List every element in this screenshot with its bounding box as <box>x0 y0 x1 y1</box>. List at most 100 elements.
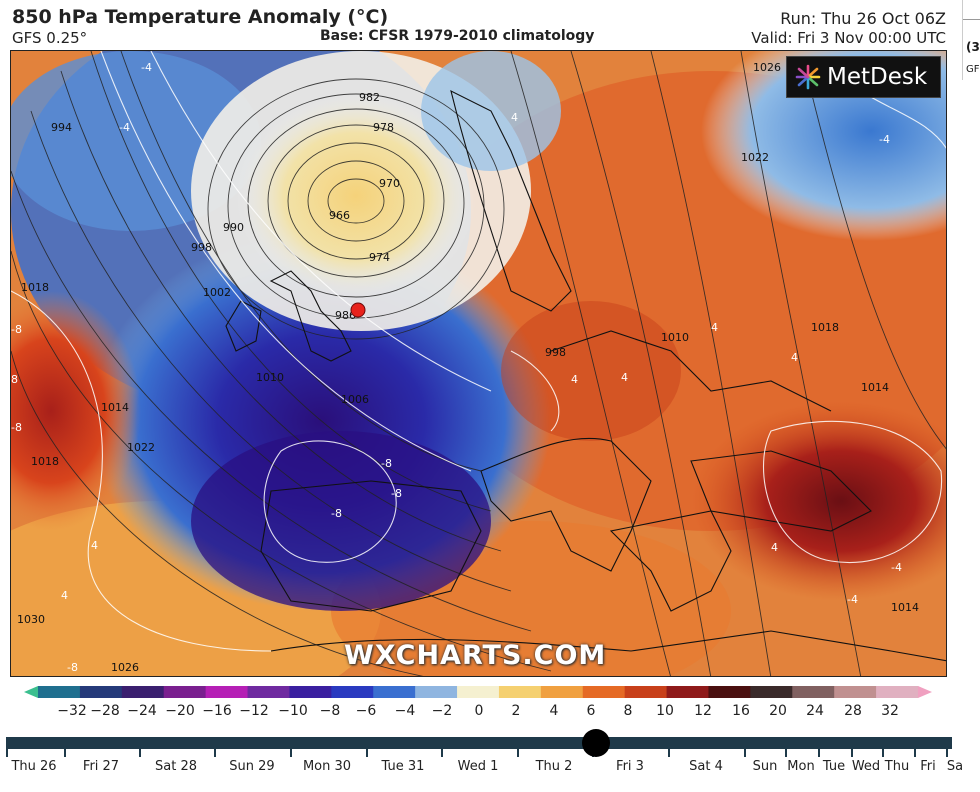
anomaly-label: -8 <box>67 661 78 674</box>
timeline-day-label[interactable]: Fri <box>920 759 936 774</box>
isobar-label: 1006 <box>341 393 369 406</box>
timeline-tick <box>818 749 820 757</box>
isobar-label: 994 <box>51 121 72 134</box>
colorbar-segment <box>457 686 500 698</box>
colorbar-label: 12 <box>694 703 712 719</box>
isobar-label: 1030 <box>17 613 45 626</box>
timeline-day-label[interactable]: Mon 30 <box>302 759 352 774</box>
isobar-label: 978 <box>373 121 394 134</box>
metdesk-logo: MetDesk <box>786 56 941 98</box>
isobar-label: 1018 <box>811 321 839 334</box>
colorbar-label: 24 <box>806 703 824 719</box>
timeline-day-label[interactable]: Thu 26 <box>11 759 57 774</box>
timeline-day-label[interactable]: Thu <box>884 759 910 774</box>
next-panel-edge[interactable]: (3 GF <box>962 0 980 80</box>
colorbar-segment <box>582 686 626 698</box>
isobar-label: 1022 <box>741 151 769 164</box>
anomaly-label: -4 <box>847 593 858 606</box>
timeline-day-label[interactable]: Sat 4 <box>689 759 723 774</box>
colorbar-label: 8 <box>623 703 633 719</box>
colorbar-segment <box>792 686 835 698</box>
colorbar-segment <box>666 686 709 698</box>
colorbar-label: −24 <box>127 703 157 719</box>
timeline-day-label[interactable]: Wed <box>851 759 881 774</box>
model-label: GFS 0.25° <box>12 29 88 47</box>
isobar-label: 1010 <box>661 331 689 344</box>
isobar-label: 1018 <box>21 281 49 294</box>
anomaly-label: 4 <box>91 539 98 552</box>
isobar-label: 986 <box>335 309 356 322</box>
timeline-day-label[interactable]: Sat 28 <box>155 759 197 774</box>
colorbar-label: −8 <box>319 703 341 719</box>
isobar-label: 1010 <box>256 371 284 384</box>
timeline-day-label[interactable]: Fri 3 <box>616 759 644 774</box>
anomaly-label: -8 <box>391 487 402 500</box>
timeline-day-label[interactable]: Thu 2 <box>535 759 573 774</box>
colorbar-labels: −32 −28 −24 −20 −16 −12 −10 −8 −6 −4 −2 0 2 4 6 8 10 12 16… <box>0 703 980 721</box>
chart-title: 850 hPa Temperature Anomaly (°C) <box>12 6 389 28</box>
isobar-lines <box>11 51 946 676</box>
timeline-track[interactable] <box>6 737 952 749</box>
anomaly-label: 4 <box>771 541 778 554</box>
timeline-tick <box>517 749 519 757</box>
colorbar-label: 28 <box>844 703 862 719</box>
colorbar-label: −32 <box>57 703 87 719</box>
weather-map[interactable]: 982 978 970 966 974 986 990 994 998 1002… <box>10 50 947 677</box>
next-panel-title-fragment: (3 <box>966 40 980 54</box>
timeline-day-label[interactable]: Mon <box>787 759 815 774</box>
timeline-day-label[interactable]: Wed 1 <box>457 759 499 774</box>
anomaly-label: -4 <box>879 133 890 146</box>
timeline-tick <box>882 749 884 757</box>
timeline-tick <box>6 749 8 757</box>
isobar-label: 982 <box>359 91 380 104</box>
timeline-day-label[interactable]: Sa <box>946 759 964 774</box>
colorbar-segment <box>498 686 542 698</box>
colorbar-segment <box>121 686 165 698</box>
timeline-tick <box>668 749 670 757</box>
colorbar-segment <box>205 686 249 698</box>
location-marker[interactable] <box>350 302 366 318</box>
anomaly-label: 4 <box>61 589 68 602</box>
anomaly-label-group: -4 -4 -4 -8 -8 -8 -8 4 4 4 4 4 4 4 -8 4 … <box>11 61 902 674</box>
colorbar-label: −2 <box>431 703 453 719</box>
colorbar-label: −6 <box>355 703 377 719</box>
map-canvas: 982 978 970 966 974 986 990 994 998 1002… <box>11 51 946 676</box>
anomaly-label: -8 <box>381 457 392 470</box>
timeline-day-label[interactable]: Sun <box>752 759 778 774</box>
colorbar-label: −4 <box>394 703 416 719</box>
colorbar-label: 16 <box>732 703 750 719</box>
colorbar-segment <box>415 686 458 698</box>
colorbar-label: 32 <box>881 703 899 719</box>
timeline-tick <box>139 749 141 757</box>
colorbar-gradient <box>24 686 932 698</box>
timeline-day-label[interactable]: Fri 27 <box>82 759 120 774</box>
anomaly-label: -4 <box>891 561 902 574</box>
metdesk-logo-icon <box>795 64 821 90</box>
climatology-base-label: Base: CFSR 1979-2010 climatology <box>320 28 595 44</box>
colorbar-segment <box>373 686 416 698</box>
timeline-day-label[interactable]: Sun 29 <box>229 759 275 774</box>
valid-time-label: Valid: Fri 3 Nov 00:00 UTC <box>751 29 946 47</box>
timeline-tick <box>851 749 853 757</box>
isobar-label-group: 982 978 970 966 974 986 990 994 998 1002… <box>17 61 919 674</box>
timeline-tick <box>914 749 916 757</box>
colorbar-low-arrow <box>24 686 38 698</box>
timeline-tick <box>214 749 216 757</box>
coastlines <box>225 89 946 662</box>
wxcharts-watermark: WXCHARTS.COM <box>344 640 607 671</box>
timeline-day-label[interactable]: Tue 31 <box>381 759 425 774</box>
timeline-tick <box>744 749 746 757</box>
colorbar-segment <box>876 686 919 698</box>
anomaly-label: 4 <box>571 373 578 386</box>
isobar-label: 1022 <box>127 441 155 454</box>
timeline-tick <box>366 749 368 757</box>
timeline-day-label[interactable]: Tue <box>822 759 846 774</box>
colorbar-segment <box>708 686 751 698</box>
isobar-label: 1014 <box>101 401 129 414</box>
isobar-label: 998 <box>191 241 212 254</box>
colorbar-label: −12 <box>239 703 269 719</box>
isobar-label: 1026 <box>753 61 781 74</box>
anomaly-label: -8 <box>331 507 342 520</box>
colorbar-segment <box>79 686 123 698</box>
timeline-slider-handle[interactable] <box>582 729 610 757</box>
